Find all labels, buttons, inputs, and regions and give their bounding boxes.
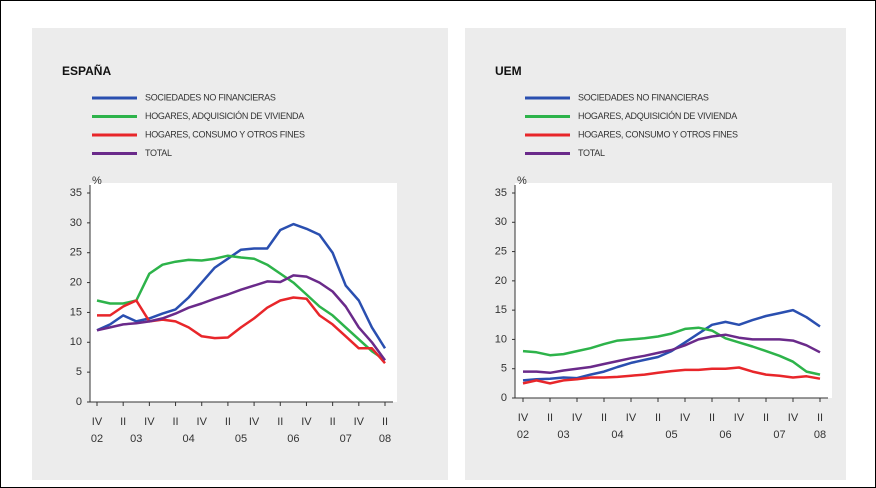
y-tick-label: 20 (70, 276, 82, 288)
plot-area (515, 183, 832, 398)
year-label: 05 (665, 429, 677, 441)
year-label: 02 (91, 433, 103, 445)
year-label: 03 (130, 433, 142, 445)
series-line (522, 326, 821, 376)
legend-label: HOGARES, CONSUMO Y OTROS FINES (578, 129, 738, 139)
x-tick-label: IV (626, 412, 637, 424)
y-tick-label: 30 (495, 216, 507, 228)
x-tick-label: II (763, 412, 769, 424)
year-label: 04 (611, 429, 623, 441)
series-line (96, 254, 386, 362)
legend-label: HOGARES, ADQUISICIÓN DE VIVIENDA (578, 111, 737, 121)
x-tick-label: IV (518, 412, 529, 424)
year-label: 06 (719, 429, 731, 441)
x-tick-label: IV (572, 412, 583, 424)
x-tick-label: II (225, 416, 231, 428)
legend-label: TOTAL (145, 148, 172, 158)
chart-title: UEM (495, 64, 522, 78)
x-tick-label: IV (734, 412, 745, 424)
y-unit: % (92, 175, 102, 187)
x-tick-label: II (601, 412, 607, 424)
chart-title: ESPAÑA (62, 63, 111, 78)
year-label: 06 (287, 433, 299, 445)
x-tick-label: II (120, 416, 126, 428)
x-tick-label: IV (680, 412, 691, 424)
x-tick-label: II (817, 412, 823, 424)
y-tick-label: 20 (495, 275, 507, 287)
y-tick-label: 25 (70, 247, 82, 259)
series-line (522, 366, 821, 385)
x-tick-label: IV (92, 416, 103, 428)
y-tick-label: 35 (70, 187, 82, 199)
year-label: 07 (340, 433, 352, 445)
year-label: 05 (235, 433, 247, 445)
x-tick-label: II (547, 412, 553, 424)
year-label: 08 (379, 433, 391, 445)
x-tick-label: II (709, 412, 715, 424)
y-tick-label: 0 (501, 392, 507, 404)
x-tick-label: IV (249, 416, 260, 428)
y-tick-label: 15 (70, 306, 82, 318)
y-tick-label: 35 (495, 187, 507, 199)
y-tick-label: 10 (495, 333, 507, 345)
legend-label: HOGARES, CONSUMO Y OTROS FINES (145, 129, 305, 139)
legend-label: SOCIEDADES NO FINANCIERAS (578, 92, 709, 102)
series-line (97, 296, 386, 365)
series-line (96, 274, 387, 361)
y-tick-label: 5 (76, 366, 82, 378)
legend-label: SOCIEDADES NO FINANCIERAS (145, 92, 276, 102)
year-label: 07 (773, 429, 785, 441)
series-line (96, 222, 387, 349)
year-label: 08 (814, 429, 826, 441)
y-unit: % (517, 175, 527, 187)
x-tick-label: II (330, 416, 336, 428)
y-tick-label: 30 (70, 217, 82, 229)
x-tick-label: IV (354, 416, 365, 428)
year-label: 04 (183, 433, 195, 445)
legend-label: TOTAL (578, 148, 605, 158)
x-tick-label: II (655, 412, 661, 424)
x-tick-label: IV (144, 416, 155, 428)
x-tick-label: II (172, 416, 178, 428)
year-label: 03 (557, 429, 569, 441)
y-tick-label: 5 (501, 363, 507, 375)
year-label: 02 (517, 429, 529, 441)
y-tick-label: 0 (76, 396, 82, 408)
y-tick-label: 15 (495, 304, 507, 316)
x-tick-label: IV (197, 416, 208, 428)
x-tick-label: IV (301, 416, 312, 428)
x-tick-label: II (277, 416, 283, 428)
x-tick-label: IV (788, 412, 799, 424)
series-line (523, 333, 821, 375)
y-tick-label: 25 (495, 245, 507, 257)
y-tick-label: 10 (70, 336, 82, 348)
x-tick-label: II (382, 416, 388, 428)
legend-label: HOGARES, ADQUISICIÓN DE VIVIENDA (145, 111, 304, 121)
